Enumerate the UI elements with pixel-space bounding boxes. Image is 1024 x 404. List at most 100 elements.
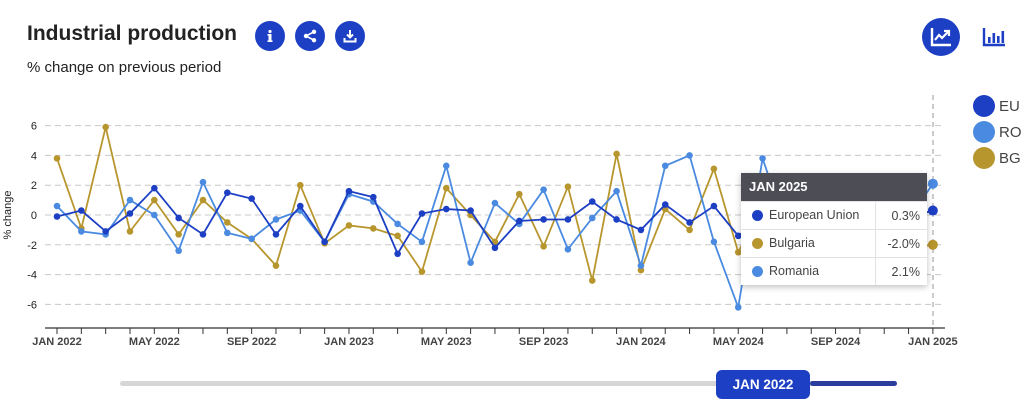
data-point-eu[interactable] (394, 250, 401, 258)
data-point-eu[interactable] (297, 202, 304, 210)
data-point-bg[interactable] (297, 181, 304, 189)
line-chart-view-button[interactable] (922, 18, 960, 56)
data-point-eu[interactable] (613, 216, 620, 223)
data-point-eu[interactable] (53, 213, 61, 220)
data-point-bg[interactable] (613, 150, 620, 158)
data-point-bg[interactable] (151, 196, 158, 204)
data-point-eu[interactable] (564, 216, 572, 223)
data-point-bg[interactable] (53, 155, 61, 162)
share-button[interactable] (295, 21, 325, 51)
data-point-bg[interactable] (588, 277, 596, 284)
data-point-ro[interactable] (272, 216, 280, 223)
data-point-ro[interactable] (564, 245, 572, 253)
data-point-bg[interactable] (394, 232, 401, 240)
legend-item-eu[interactable]: EU (973, 93, 1022, 119)
data-point-ro[interactable] (927, 178, 938, 189)
data-point-eu[interactable] (369, 193, 377, 201)
data-point-ro[interactable] (734, 304, 742, 311)
data-point-eu[interactable] (588, 198, 596, 205)
data-point-ro[interactable] (442, 162, 450, 170)
data-point-bg[interactable] (442, 184, 450, 192)
data-point-bg[interactable] (927, 239, 938, 250)
time-slider-track[interactable] (120, 381, 897, 386)
data-point-eu[interactable] (540, 216, 547, 223)
data-point-ro[interactable] (661, 162, 669, 170)
share-icon (303, 29, 317, 43)
data-point-bg[interactable] (126, 228, 134, 235)
data-point-ro[interactable] (126, 196, 134, 204)
data-point-eu[interactable] (734, 232, 742, 240)
data-point-eu[interactable] (102, 228, 109, 235)
data-point-ro[interactable] (199, 178, 207, 186)
data-point-eu[interactable] (248, 195, 255, 202)
data-point-eu[interactable] (199, 231, 207, 238)
data-point-bg[interactable] (369, 225, 377, 232)
data-point-ro[interactable] (248, 235, 255, 243)
x-tick-label: JAN 2024 (616, 336, 666, 348)
data-point-eu[interactable] (927, 205, 938, 216)
data-point-ro[interactable] (759, 155, 766, 162)
data-point-eu[interactable] (467, 207, 474, 214)
data-point-eu[interactable] (272, 231, 280, 238)
data-point-bg[interactable] (175, 231, 182, 238)
data-point-bg[interactable] (199, 196, 207, 204)
data-point-bg[interactable] (686, 226, 693, 234)
data-point-bg[interactable] (515, 190, 523, 198)
data-point-eu[interactable] (442, 205, 450, 213)
tooltip: JAN 2025 European Union 0.3% Bulgaria -2.0%… (741, 173, 927, 285)
data-point-eu[interactable] (78, 207, 85, 214)
data-point-bg[interactable] (102, 123, 109, 131)
data-point-eu[interactable] (418, 210, 426, 217)
data-point-eu[interactable] (126, 210, 134, 217)
data-point-bg[interactable] (710, 165, 718, 173)
data-point-ro[interactable] (175, 247, 182, 255)
y-tick-label: 4 (31, 150, 37, 162)
data-point-eu[interactable] (710, 202, 718, 210)
y-tick-label: -4 (27, 270, 37, 282)
data-point-eu[interactable] (321, 238, 328, 246)
time-slider-fill (810, 381, 897, 386)
data-point-ro[interactable] (467, 259, 474, 266)
data-point-eu[interactable] (686, 219, 693, 226)
data-point-ro[interactable] (224, 229, 231, 237)
data-point-ro[interactable] (78, 228, 85, 235)
legend-item-bg[interactable]: BG (973, 145, 1022, 171)
data-point-bg[interactable] (345, 222, 353, 229)
bar-chart-view-button[interactable] (975, 18, 1013, 56)
data-point-ro[interactable] (418, 238, 426, 246)
legend-item-ro[interactable]: RO (973, 119, 1022, 145)
data-point-bg[interactable] (491, 238, 499, 246)
data-point-eu[interactable] (515, 217, 523, 225)
data-point-eu[interactable] (175, 214, 182, 222)
data-point-bg[interactable] (734, 248, 742, 256)
data-point-ro[interactable] (637, 262, 645, 269)
data-point-bg[interactable] (564, 183, 572, 190)
chart-title: Industrial production (27, 22, 237, 45)
data-point-eu[interactable] (491, 244, 499, 252)
legend-swatch-icon (973, 95, 995, 117)
data-point-ro[interactable] (394, 220, 401, 228)
data-point-ro[interactable] (613, 187, 620, 195)
data-point-eu[interactable] (661, 201, 669, 208)
data-point-eu[interactable] (151, 184, 158, 192)
data-point-ro[interactable] (710, 238, 718, 246)
data-point-eu[interactable] (345, 187, 353, 195)
time-slider-handle[interactable]: JAN 2022 (716, 370, 810, 399)
info-button[interactable] (255, 21, 285, 51)
data-point-ro[interactable] (151, 211, 158, 219)
data-point-ro[interactable] (686, 152, 693, 159)
data-point-bg[interactable] (272, 262, 280, 269)
x-tick-label: JAN 2023 (324, 336, 374, 348)
data-point-ro[interactable] (540, 186, 547, 193)
data-point-eu[interactable] (224, 189, 231, 196)
data-point-ro[interactable] (491, 199, 499, 207)
data-point-ro[interactable] (53, 202, 61, 210)
data-point-ro[interactable] (588, 214, 596, 222)
data-point-eu[interactable] (637, 226, 645, 234)
y-tick-label: 0 (31, 210, 37, 222)
download-button[interactable] (335, 21, 365, 51)
data-point-bg[interactable] (540, 242, 547, 250)
data-point-bg[interactable] (418, 268, 426, 275)
legend-label: RO (999, 123, 1022, 141)
data-point-bg[interactable] (224, 219, 231, 226)
